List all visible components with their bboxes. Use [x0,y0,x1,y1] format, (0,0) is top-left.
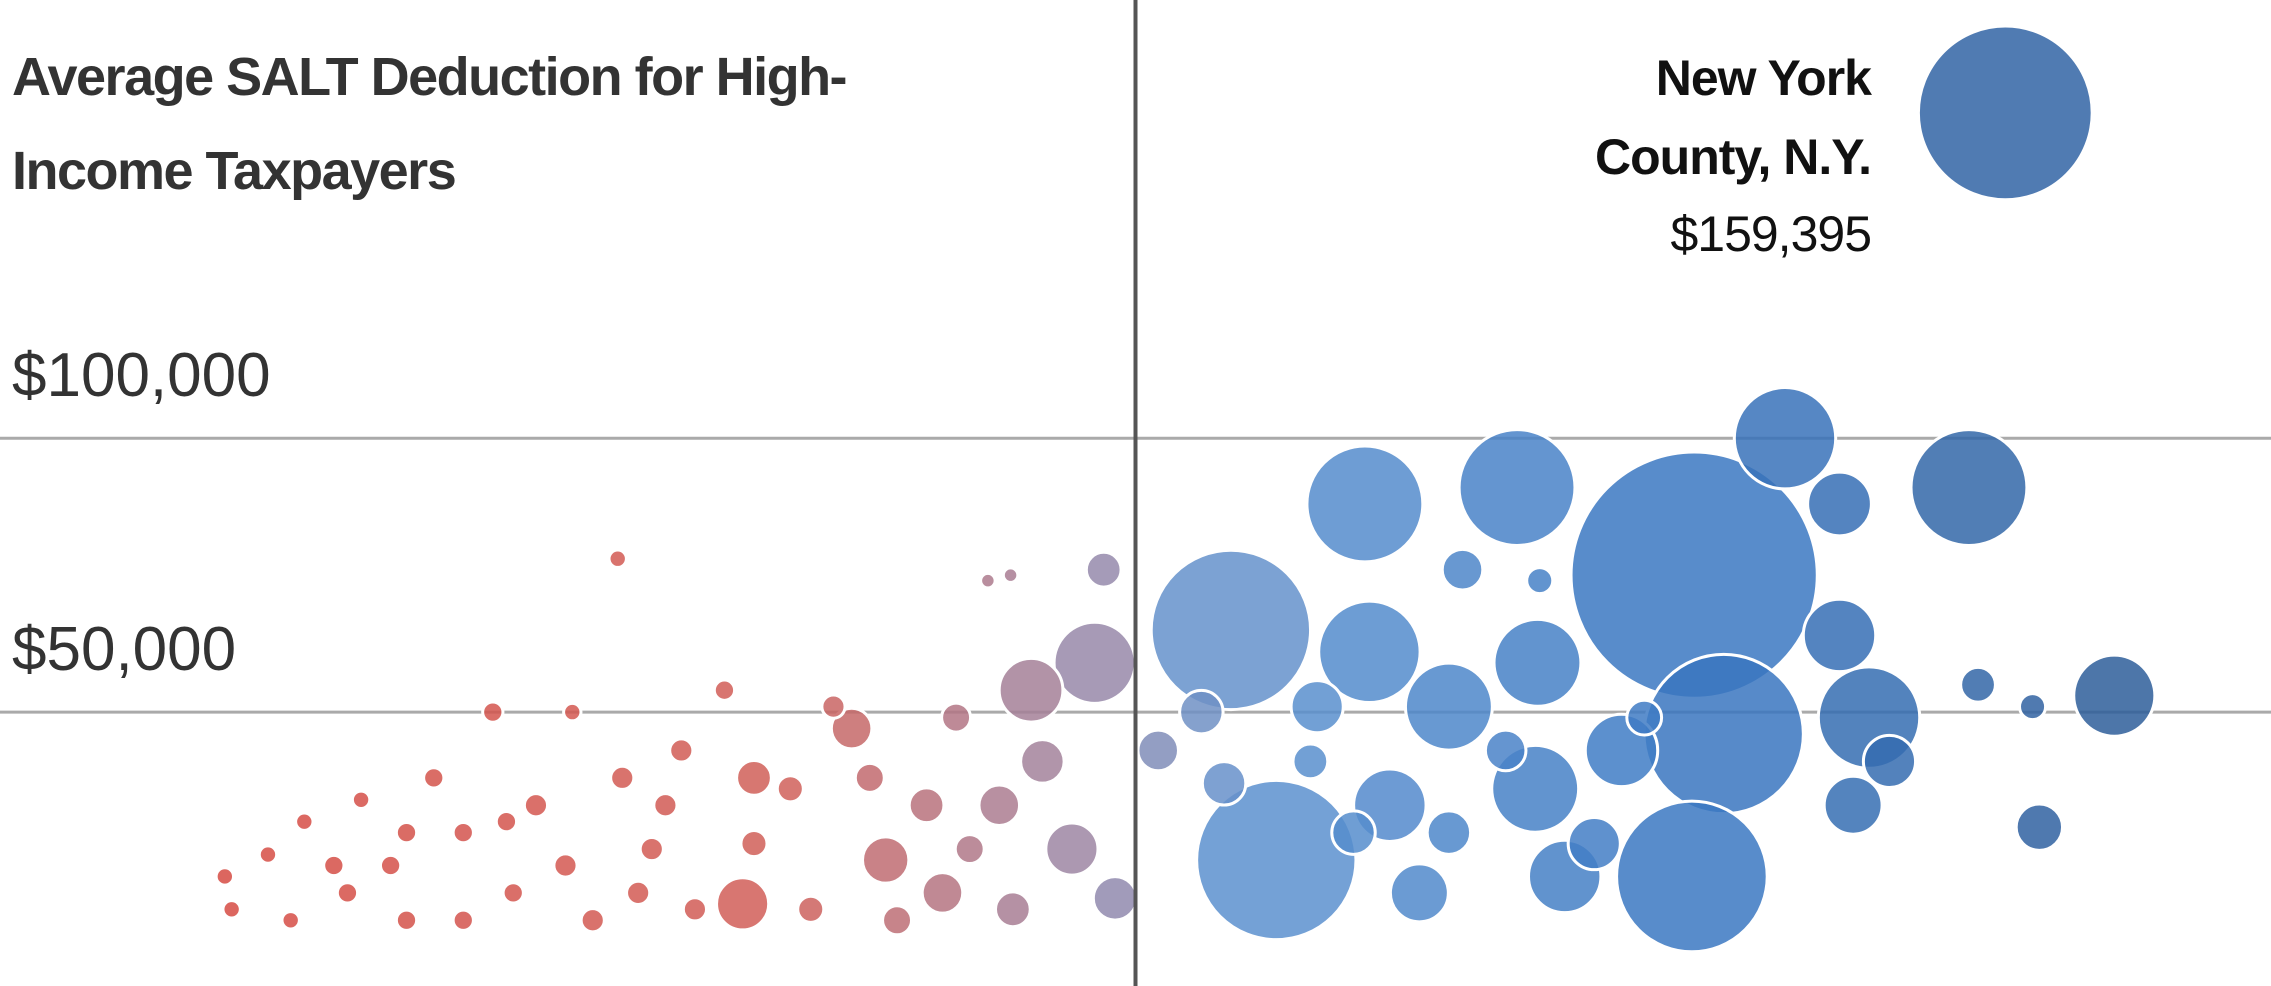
bubble [451,820,475,845]
bubble [1195,778,1358,942]
bubble [735,758,773,797]
bubble [579,907,606,934]
bubble [481,700,505,724]
bubble [979,571,997,590]
bubble [1566,816,1622,872]
bubble [861,835,911,885]
bubble [853,761,886,794]
bubble [1388,862,1450,924]
bubble [1642,652,1805,816]
bubble [1959,665,1997,704]
bubble [820,693,847,720]
bubble [1019,738,1066,785]
bubble [1525,566,1555,596]
bubble [940,701,973,734]
bubble [1001,566,1020,584]
bubble [997,656,1065,724]
bubble [1044,821,1100,877]
bubble [1403,661,1494,752]
y-tick-label: $100,000 [12,341,271,410]
bubble [257,844,279,865]
bubble [2018,692,2048,722]
bubble [1806,470,1873,538]
bubble [1822,774,1884,836]
bubble [1457,428,1577,547]
bubble [522,792,550,819]
bubble [715,876,771,932]
bubble [625,879,652,906]
bubble [1305,444,1425,564]
bubble [977,783,1022,828]
bubble [1178,688,1225,736]
bubble [775,774,805,804]
bubble [378,853,403,878]
bubble [1801,597,1878,674]
y-tick-label: $50,000 [12,615,236,684]
bubble [638,835,665,863]
bubble [2072,653,2157,738]
bubble [829,706,874,751]
bubble [1149,548,1313,712]
bubble [552,852,579,879]
bubble [221,899,242,920]
bubble [652,792,679,819]
bubble [668,737,695,764]
bubble [350,789,372,810]
bubble [920,871,965,915]
annotation-label: New York [1656,50,1872,106]
bubble [881,904,914,937]
bubble [214,866,236,887]
bubble [1440,547,1485,592]
bubble [335,881,360,905]
bubble [1136,728,1180,773]
bubble [1317,599,1422,705]
bubble [607,548,628,569]
annotation-value: $159,395 [1670,206,1871,262]
bubble [494,810,519,834]
bubble [294,811,315,832]
bubble [1052,620,1137,705]
bubble [1084,550,1123,589]
bubble [1625,698,1664,737]
bubble [712,678,737,702]
bubble [322,853,346,878]
bubble [1200,760,1248,807]
bubble [993,890,1032,929]
bubble [1732,386,1838,491]
bubble [796,894,826,924]
bubble [422,766,446,790]
bubble [953,833,986,866]
bubble [562,701,583,723]
bubble [394,820,419,845]
bubble [501,881,525,905]
chart-title: Average SALT Deduction for High-Income T… [12,47,848,201]
bubble [739,829,769,859]
bubble [1916,24,2094,202]
bubbles [214,24,2157,954]
annotation-label: County, N.Y. [1595,129,1871,185]
bubble [451,908,475,932]
bubble [1291,742,1330,781]
bubble [1615,799,1769,954]
bubble [1492,617,1583,708]
bubble [280,910,301,931]
bubble [1483,728,1528,773]
bubble [1909,428,2029,547]
bubble [394,908,419,932]
bubble [681,896,709,923]
bubble [1425,809,1473,856]
bubble [907,786,946,825]
bubble [1330,809,1377,856]
bubble [1091,875,1139,922]
bubble [1861,733,1918,789]
bubble [2014,802,2065,852]
bubble [1289,679,1345,735]
bubble [609,764,636,791]
